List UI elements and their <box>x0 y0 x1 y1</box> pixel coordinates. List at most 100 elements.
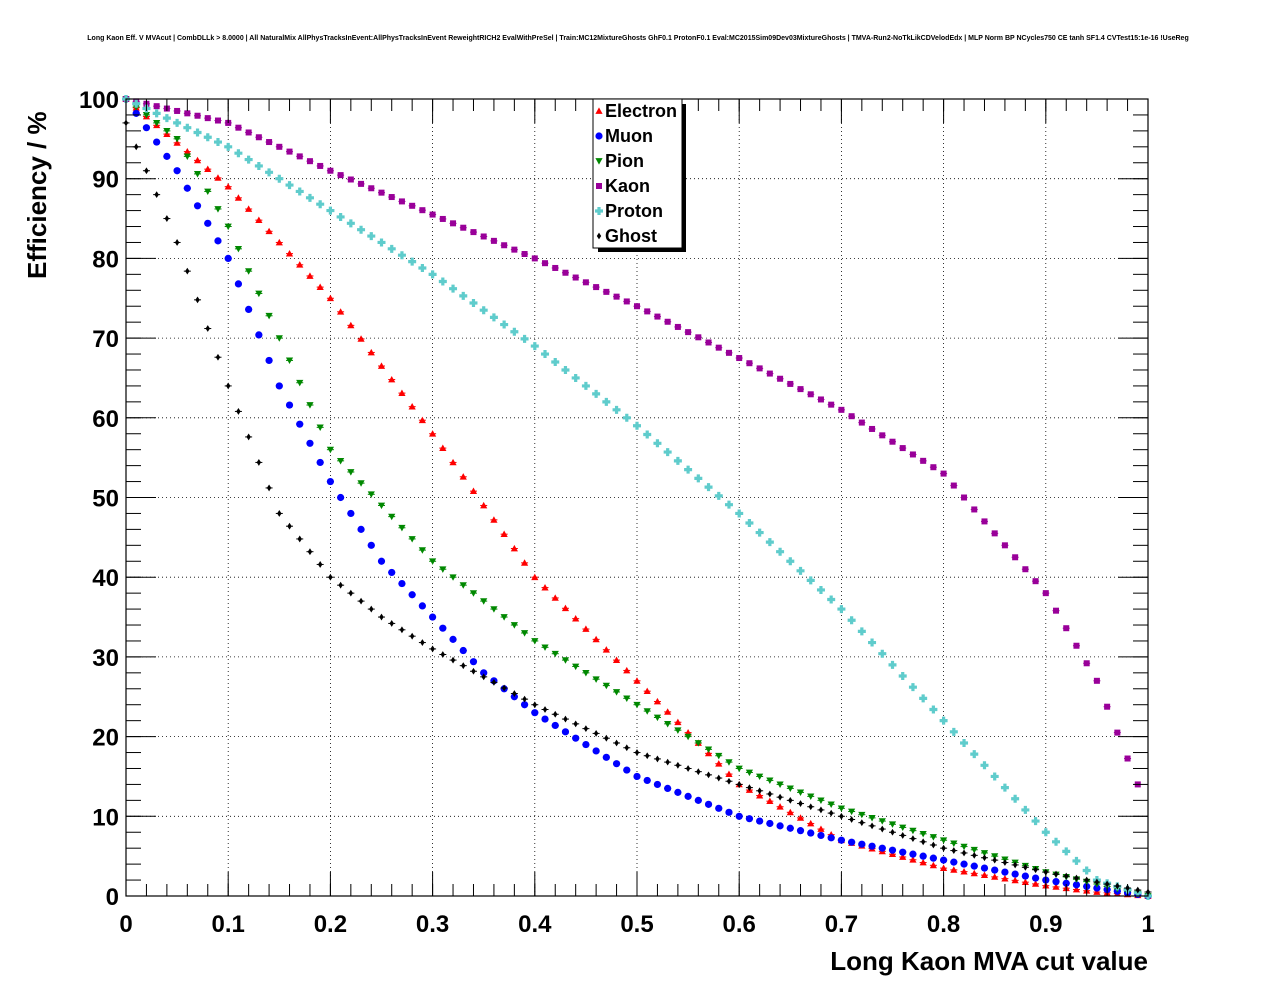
data-point <box>880 825 885 833</box>
data-point <box>235 124 242 131</box>
data-point <box>941 844 946 852</box>
data-point <box>704 483 713 492</box>
data-point <box>991 853 999 860</box>
data-point <box>857 627 866 636</box>
data-point <box>664 708 672 715</box>
data-point <box>1023 863 1028 871</box>
data-point <box>326 477 334 486</box>
data-point <box>215 353 221 361</box>
data-point <box>735 765 743 773</box>
x-tick-label: 0.5 <box>620 911 653 938</box>
data-point <box>1093 884 1101 892</box>
data-point <box>991 873 999 880</box>
legend: Electron Muon Pion Kaon Proton Ghost <box>592 98 686 252</box>
data-point <box>604 734 609 742</box>
data-point <box>788 796 793 804</box>
data-point <box>347 509 355 518</box>
data-point <box>685 765 691 772</box>
data-point <box>214 206 222 213</box>
data-point <box>663 448 672 457</box>
data-point <box>305 193 314 202</box>
data-point <box>377 557 386 565</box>
data-point <box>816 585 825 594</box>
data-point <box>551 358 560 367</box>
data-point <box>541 350 550 359</box>
data-point <box>460 224 467 231</box>
data-point <box>387 244 396 253</box>
data-point <box>755 528 764 537</box>
data-point <box>971 506 978 513</box>
data-point <box>183 184 191 192</box>
data-point <box>1062 879 1070 887</box>
data-point <box>582 740 590 749</box>
legend-entry-proton: Proton <box>595 201 663 221</box>
data-point <box>520 334 529 343</box>
data-point <box>980 761 989 770</box>
data-point <box>808 803 813 811</box>
data-point <box>736 355 743 362</box>
data-point <box>879 432 886 439</box>
data-point <box>756 817 764 825</box>
data-point <box>694 796 702 804</box>
data-point <box>920 838 926 846</box>
legend-label: Ghost <box>605 226 657 246</box>
data-point <box>377 238 386 247</box>
data-point <box>542 260 549 267</box>
data-point <box>561 728 570 736</box>
data-point <box>716 774 721 782</box>
data-point <box>204 115 211 122</box>
data-point <box>746 360 753 367</box>
data-point <box>531 709 539 717</box>
data-point <box>674 718 682 726</box>
data-point <box>725 770 733 777</box>
data-point <box>275 174 284 183</box>
data-point <box>837 805 845 812</box>
data-point <box>500 530 508 538</box>
legend-marker <box>595 132 603 140</box>
data-point <box>1053 607 1060 614</box>
data-point <box>909 856 917 863</box>
data-point <box>266 139 273 146</box>
data-point <box>725 808 733 816</box>
data-point <box>379 613 384 621</box>
data-point <box>838 406 845 413</box>
data-point <box>1052 883 1060 890</box>
data-point <box>469 590 478 597</box>
data-point <box>593 284 600 291</box>
data-point <box>173 135 181 143</box>
data-point <box>203 133 212 142</box>
data-point <box>798 800 803 807</box>
data-point <box>553 710 558 718</box>
data-point <box>490 516 498 523</box>
data-point <box>255 290 263 298</box>
data-point <box>501 684 507 692</box>
data-point <box>388 568 396 577</box>
data-point <box>1083 660 1090 667</box>
data-point <box>970 750 979 759</box>
data-point <box>153 120 161 127</box>
data-point <box>531 255 538 262</box>
data-point <box>827 595 836 604</box>
data-point <box>327 167 334 174</box>
data-point <box>991 530 998 537</box>
data-point <box>623 666 631 674</box>
data-point <box>369 605 374 613</box>
data-point <box>367 348 375 356</box>
data-point <box>888 660 897 669</box>
data-point <box>204 219 212 227</box>
data-point <box>1001 868 1009 876</box>
data-point <box>622 413 631 422</box>
legend-label: Electron <box>605 101 677 121</box>
data-point <box>908 683 917 692</box>
data-point <box>1135 886 1140 894</box>
data-point <box>265 312 273 320</box>
data-point <box>152 109 161 118</box>
data-point <box>1021 872 1029 880</box>
data-point <box>786 557 795 566</box>
data-point <box>480 233 487 240</box>
legend-marker <box>595 107 603 114</box>
data-point <box>1124 755 1131 762</box>
data-point <box>377 502 386 510</box>
data-point <box>612 656 621 663</box>
data-point <box>531 638 539 645</box>
